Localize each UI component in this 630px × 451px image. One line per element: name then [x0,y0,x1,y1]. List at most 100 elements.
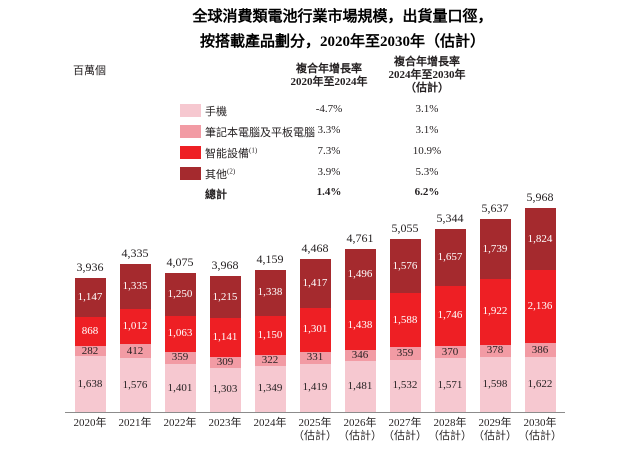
bar-segment: 1,012 [119,309,151,345]
segment-value-label: 386 [531,343,549,356]
segment-value-label: 1,576 [392,259,418,272]
bar-segment: 1,638 [74,356,106,412]
legend-label: 智能設備(1) [205,146,258,160]
legend-total-row: 總計 1.4% 6.2% [0,186,630,202]
segment-value-label: 1,338 [257,286,283,299]
segment-value-label: 1,417 [302,277,328,289]
bar-segment: 1,622 [524,356,556,412]
bar-segment: 331 [299,351,331,364]
bar-segment: 1,746 [434,286,466,346]
bar-segment: 1,532 [389,359,421,412]
bar-segment: 1,147 [74,277,106,317]
x-axis-label: 2023年 [208,417,242,429]
bar-total-label: 4,335 [121,245,149,260]
bar-total-label: 5,344 [436,211,464,226]
bar-segment: 1,301 [299,307,331,353]
segment-value-label: 1,622 [527,377,553,390]
bar-segment: 2,136 [524,270,556,344]
x-axis-label: 2029年 （估計） [473,417,517,442]
bar-2025年: 1,419 331 1,301 1,417 4,468 [299,241,331,412]
segment-value-label: 1,419 [302,381,328,394]
x-axis-label: 2021年 [118,417,152,429]
bar-segment: 1,588 [389,293,421,348]
legend-row: 其他(2) 3.9% 5.3% [0,166,630,182]
cagr-value-2024-2030: 3.1% [415,124,439,136]
segment-value-label: 1,438 [347,318,373,331]
x-axis-label: 2030年 （估計） [518,417,562,442]
bar-segment: 1,338 [254,269,286,316]
plot-area: 1,638 282 868 1,147 3,936 1,576 412 1,012 1,335 4… [65,60,565,412]
segment-value-label: 1,571 [437,378,463,391]
cagr-value-2020-2024: 3.9% [317,166,341,178]
bar-segment: 1,419 [299,363,331,412]
bar-total-label: 5,968 [526,190,554,205]
segment-value-label: 1,922 [482,305,508,318]
segment-value-label: 1,063 [167,327,193,340]
bar-segment: 282 [74,345,106,356]
legend-label: 筆記本電腦及平板電腦 [205,127,315,139]
legend-swatch-icon [180,104,201,117]
segment-value-label: 1,657 [437,251,463,264]
segment-value-label: 1,301 [302,323,328,336]
segment-value-label: 1,496 [347,268,373,281]
x-axis-label: 2020年 [73,417,107,429]
cagr-value-2020-2024: -4.7% [315,103,343,115]
bar-segment: 1,481 [344,361,376,412]
cagr-total-2024-2030: 6.2% [414,186,440,198]
segment-value-label: 1,150 [257,328,283,341]
bar-segment: 378 [479,344,511,358]
segment-value-label: 370 [441,345,459,358]
segment-value-label: 1,638 [77,377,103,390]
segment-value-label: 322 [261,353,279,366]
segment-value-label: 1,401 [167,381,193,394]
cagr-total-2020-2024: 1.4% [316,186,342,198]
bar-segment: 868 [74,316,106,347]
bar-total-label: 4,159 [256,251,284,266]
segment-value-label: 1,739 [482,242,508,255]
bar-2027年: 1,532 359 1,588 1,576 5,055 [389,221,421,412]
legend-swatch-icon [180,125,201,138]
bar-segment: 309 [209,356,241,368]
segment-value-label: 1,349 [257,382,283,395]
segment-value-label: 1,303 [212,383,238,396]
chart-title-line1: 全球消費類電池行業市場規模，出貨量口徑， [192,9,493,25]
bar-segment: 1,824 [524,208,556,271]
bar-segment: 1,215 [209,276,241,318]
bar-segment: 1,576 [389,239,421,294]
segment-value-label: 1,588 [392,313,418,326]
segment-value-label: 1,481 [347,380,373,393]
bar-segment: 1,150 [254,315,286,355]
bar-segment: 1,438 [344,300,376,350]
x-axis-label: 2024年 [253,417,287,429]
legend-swatch-icon [180,167,201,180]
bar-segment: 386 [524,343,556,357]
legend-row: 手機 -4.7% 3.1% [0,103,630,119]
x-axis-label: 2025年 （估計） [293,417,337,442]
cagr-header-2024-2030: 複合年增長率 2024年至2030年 （估計） [388,56,466,94]
cagr-value-2024-2030: 5.3% [415,166,439,178]
segment-value-label: 1,215 [212,290,238,303]
bar-2022年: 1,401 359 1,063 1,250 4,075 [164,255,196,412]
bar-segment: 412 [119,344,151,359]
legend-total-label: 總計 [205,189,227,201]
segment-value-label: 359 [396,346,414,359]
legend-row: 智能設備(1) 7.3% 10.9% [0,145,630,161]
legend-swatch-icon [180,146,201,159]
segment-value-label: 331 [306,351,324,364]
cagr-value-2024-2030: 3.1% [415,103,439,115]
chart-title: 全球消費類電池行業市場規模，出貨量口徑， 按搭載產品劃分，2020年至2030年… [55,5,630,55]
segment-value-label: 1,141 [212,330,238,343]
x-axis-line [65,412,565,413]
bar-2026年: 1,481 346 1,438 1,496 4,761 [344,231,376,412]
y-axis-unit-label: 百萬個 [73,65,106,77]
bar-segment: 1,598 [479,357,511,412]
segment-value-label: 1,576 [122,378,148,391]
bar-segment: 1,349 [254,365,286,412]
cagr-value-2020-2024: 7.3% [317,145,341,157]
segment-value-label: 1,598 [482,378,508,391]
bar-segment: 359 [164,351,196,365]
segment-value-label: 1,335 [122,280,148,293]
segment-value-label: 346 [351,349,369,361]
bar-segment: 322 [254,353,286,366]
cagr-header-2020-2024: 複合年增長率 2020年至2024年 [290,63,368,88]
